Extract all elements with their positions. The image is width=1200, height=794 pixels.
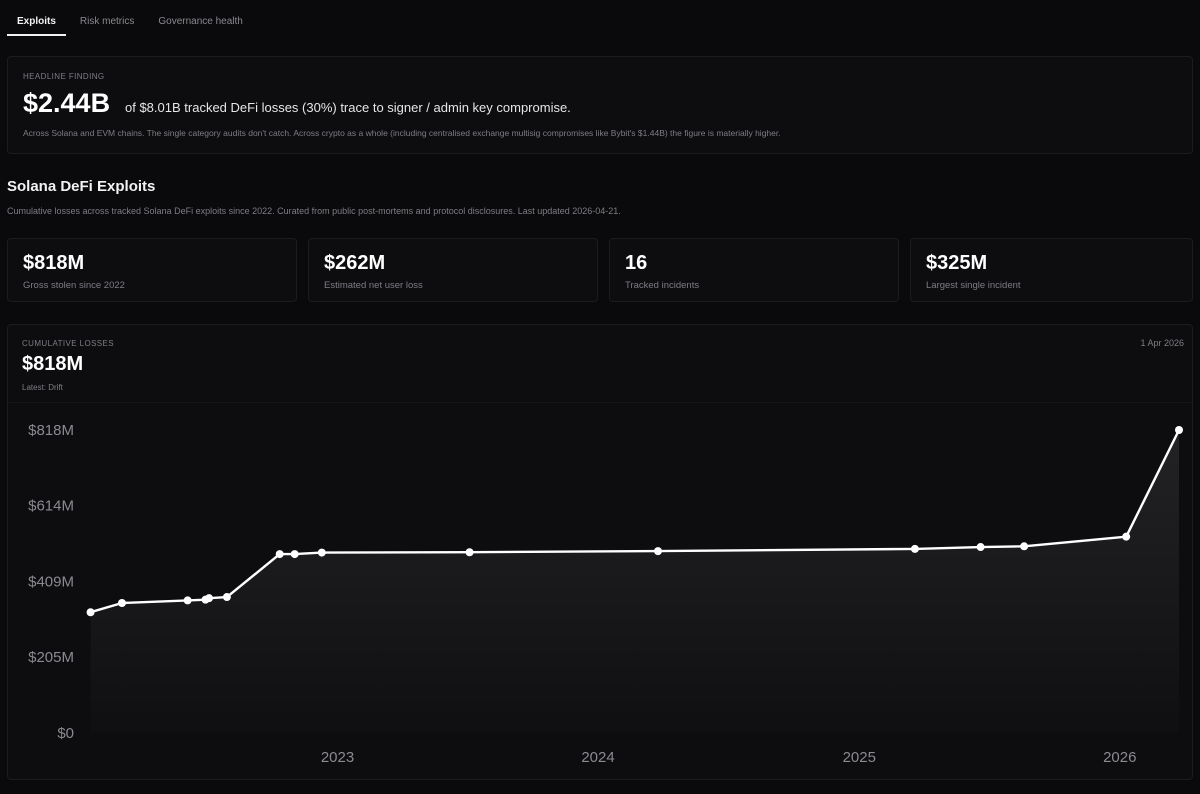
data-point[interactable] xyxy=(290,550,299,559)
data-point[interactable] xyxy=(1175,426,1184,434)
x-tick-label: 2026 xyxy=(1103,749,1136,766)
data-point[interactable] xyxy=(1020,542,1029,551)
stat-value: $818M xyxy=(23,252,85,274)
stat-label: Gross stolen since 2022 xyxy=(23,280,125,291)
data-point[interactable] xyxy=(976,543,985,552)
cumulative-latest: Latest: Drift xyxy=(22,383,63,392)
stat-card-tracked-incidents: 16 Tracked incidents xyxy=(609,238,899,302)
cumulative-losses-chart[interactable]: $0 $205M $409M $614M $818M 2023 2024 2025 2026 xyxy=(8,325,1194,781)
cumulative-date: 1 Apr 2026 xyxy=(1140,338,1184,348)
cumulative-eyebrow: CUMULATIVE LOSSES xyxy=(22,339,115,348)
data-point[interactable] xyxy=(117,598,126,607)
data-point[interactable] xyxy=(222,593,231,602)
y-tick-label: $0 xyxy=(57,725,74,742)
stat-value: $325M xyxy=(926,252,988,274)
stat-label: Largest single incident xyxy=(926,280,1021,291)
x-tick-label: 2024 xyxy=(581,749,614,766)
stat-label: Estimated net user loss xyxy=(324,280,423,291)
tab-governance-health[interactable]: Governance health xyxy=(158,16,243,27)
headline-text: of $8.01B tracked DeFi losses (30%) trac… xyxy=(125,100,571,115)
tab-bar: Exploits Risk metrics Governance health xyxy=(0,0,1200,36)
stat-card-net-user-loss: $262M Estimated net user loss xyxy=(308,238,598,302)
stat-card-largest-incident: $325M Largest single incident xyxy=(910,238,1193,302)
y-tick-label: $205M xyxy=(28,649,74,666)
data-point[interactable] xyxy=(275,550,284,559)
headline-note: Across Solana and EVM chains. The single… xyxy=(23,128,781,138)
cumulative-value: $818M xyxy=(22,353,84,375)
stat-value: $262M xyxy=(324,252,386,274)
card-divider xyxy=(8,402,1192,403)
tab-exploits[interactable]: Exploits xyxy=(7,2,66,36)
data-point[interactable] xyxy=(205,594,214,603)
section-subtitle: Cumulative losses across tracked Solana … xyxy=(7,206,621,216)
headline-finding-card: HEADLINE FINDING $2.44B of $8.01B tracke… xyxy=(7,56,1193,154)
x-tick-label: 2025 xyxy=(843,749,876,766)
data-point[interactable] xyxy=(183,596,192,605)
y-tick-label: $614M xyxy=(28,498,74,515)
data-point[interactable] xyxy=(1122,532,1131,541)
stat-card-gross-stolen: $818M Gross stolen since 2022 xyxy=(7,238,297,302)
chart-series-line xyxy=(90,429,1181,614)
data-point[interactable] xyxy=(910,544,919,553)
x-tick-label: 2023 xyxy=(321,749,354,766)
headline-value: $2.44B xyxy=(23,88,111,118)
section-title: Solana DeFi Exploits xyxy=(7,178,156,195)
chart-area-fill xyxy=(90,430,1180,733)
headline-eyebrow: HEADLINE FINDING xyxy=(23,72,105,81)
y-tick-label: $818M xyxy=(28,422,74,439)
cumulative-losses-card: CUMULATIVE LOSSES $818M Latest: Drift 1 … xyxy=(7,324,1193,780)
tab-risk-metrics[interactable]: Risk metrics xyxy=(79,16,135,27)
data-point[interactable] xyxy=(653,547,662,556)
data-point[interactable] xyxy=(465,548,474,557)
data-point[interactable] xyxy=(86,608,95,617)
stat-value: 16 xyxy=(625,252,648,274)
data-point[interactable] xyxy=(317,548,326,557)
stat-label: Tracked incidents xyxy=(625,280,700,291)
y-tick-label: $409M xyxy=(28,574,74,591)
